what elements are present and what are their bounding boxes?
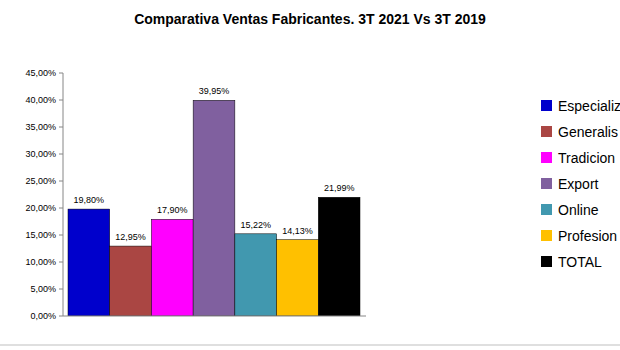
- y-tick: [59, 73, 63, 74]
- frame-line: [0, 345, 620, 346]
- bar: [193, 100, 235, 316]
- y-tick: [59, 235, 63, 236]
- legend-swatch: [541, 204, 552, 215]
- legend-label: Export: [558, 176, 599, 192]
- legend-swatch: [541, 100, 552, 111]
- legend-label: Generalis: [558, 124, 618, 140]
- y-tick-label: 10,00%: [25, 257, 56, 267]
- data-label: 15,22%: [240, 220, 271, 230]
- data-label: 19,80%: [74, 195, 105, 205]
- legend-swatch: [541, 256, 552, 267]
- y-tick-label: 35,00%: [25, 122, 56, 132]
- bar: [235, 234, 277, 316]
- bar: [110, 246, 152, 316]
- y-tick-label: 45,00%: [25, 68, 56, 78]
- y-axis-line: [63, 73, 64, 316]
- bar: [277, 240, 319, 316]
- legend-label: Especializ: [558, 98, 620, 114]
- chart-svg: Comparativa Ventas Fabricantes. 3T 2021 …: [0, 0, 620, 350]
- y-tick: [59, 208, 63, 209]
- x-axis-line: [63, 316, 366, 317]
- y-tick: [59, 127, 63, 128]
- y-tick-label: 0,00%: [30, 311, 56, 321]
- legend-label: Tradicion: [558, 150, 615, 166]
- y-tick-label: 15,00%: [25, 230, 56, 240]
- data-label: 39,95%: [199, 86, 230, 96]
- data-label: 21,99%: [324, 183, 355, 193]
- legend-swatch: [541, 178, 552, 189]
- y-tick: [59, 289, 63, 290]
- y-tick-label: 30,00%: [25, 149, 56, 159]
- y-tick: [59, 100, 63, 101]
- legend: Especializ Generalis Tradicion Export Online…: [541, 98, 620, 270]
- y-tick-label: 20,00%: [25, 203, 56, 213]
- bar: [151, 219, 193, 316]
- legend-label: Online: [558, 202, 599, 218]
- data-labels: 19,80% 12,95% 17,90% 39,95% 15,22% 14,13% 21,9…: [74, 86, 355, 242]
- chart-container: Comparativa Ventas Fabricantes. 3T 2021 …: [0, 0, 620, 350]
- legend-label: TOTAL: [558, 254, 602, 270]
- bars: [68, 100, 360, 316]
- bar: [68, 209, 110, 316]
- y-axis: 0,00% 5,00% 10,00% 15,00% 20,00% 25,00% 30,00%…: [25, 68, 63, 321]
- chart-title: Comparativa Ventas Fabricantes. 3T 2021 …: [134, 11, 486, 27]
- legend-label: Profesion: [558, 228, 617, 244]
- y-tick: [59, 154, 63, 155]
- y-tick-label: 40,00%: [25, 95, 56, 105]
- data-label: 12,95%: [115, 232, 146, 242]
- y-tick-label: 25,00%: [25, 176, 56, 186]
- legend-swatch: [541, 126, 552, 137]
- data-label: 14,13%: [282, 226, 313, 236]
- data-label: 17,90%: [157, 205, 188, 215]
- y-tick: [59, 181, 63, 182]
- y-tick: [59, 262, 63, 263]
- legend-swatch: [541, 152, 552, 163]
- bar: [318, 197, 360, 316]
- y-tick-label: 5,00%: [30, 284, 56, 294]
- y-tick: [59, 316, 63, 317]
- legend-swatch: [541, 230, 552, 241]
